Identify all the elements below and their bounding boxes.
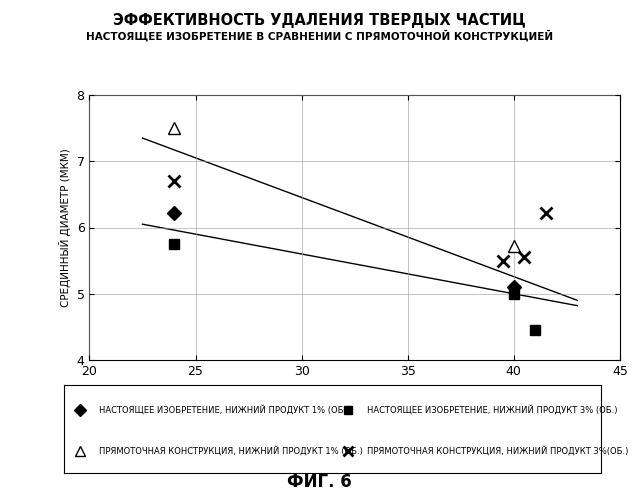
Text: НАСТОЯЩЕЕ ИЗОБРЕТЕНИЕ, НИЖНИЙ ПРОДУКТ 1% (ОБ.): НАСТОЯЩЕЕ ИЗОБРЕТЕНИЕ, НИЖНИЙ ПРОДУКТ 1%…: [99, 404, 349, 414]
X-axis label: СКОРОСТЬ ПОСЛЕ ПРОХОЖДЕНИЯ ЛОПАТОК: СКОРОСТЬ ПОСЛЕ ПРОХОЖДЕНИЯ ЛОПАТОК: [224, 385, 486, 395]
Text: НАСТОЯЩЕЕ ИЗОБРЕТЕНИЕ В СРАВНЕНИИ С ПРЯМОТОЧНОЙ КОНСТРУКЦИЕЙ: НАСТОЯЩЕЕ ИЗОБРЕТЕНИЕ В СРАВНЕНИИ С ПРЯМ…: [86, 30, 553, 42]
Y-axis label: СРЕДИННЫЙ ДИАМЕТР (МКМ): СРЕДИННЫЙ ДИАМЕТР (МКМ): [59, 148, 71, 307]
Text: НАСТОЯЩЕЕ ИЗОБРЕТЕНИЕ, НИЖНИЙ ПРОДУКТ 3% (ОБ.): НАСТОЯЩЕЕ ИЗОБРЕТЕНИЕ, НИЖНИЙ ПРОДУКТ 3%…: [367, 404, 618, 414]
Text: ЭФФЕКТИВНОСТЬ УДАЛЕНИЯ ТВЕРДЫХ ЧАСТИЦ: ЭФФЕКТИВНОСТЬ УДАЛЕНИЯ ТВЕРДЫХ ЧАСТИЦ: [113, 12, 526, 28]
Text: ПРЯМОТОЧНАЯ КОНСТРУКЦИЯ, НИЖНИЙ ПРОДУКТ 3%(ОБ.): ПРЯМОТОЧНАЯ КОНСТРУКЦИЯ, НИЖНИЙ ПРОДУКТ …: [367, 446, 629, 456]
Text: ФИГ. 6: ФИГ. 6: [287, 473, 352, 491]
Text: ПРЯМОТОЧНАЯ КОНСТРУКЦИЯ, НИЖНИЙ ПРОДУКТ 1% (ОБ.): ПРЯМОТОЧНАЯ КОНСТРУКЦИЯ, НИЖНИЙ ПРОДУКТ …: [99, 446, 363, 456]
